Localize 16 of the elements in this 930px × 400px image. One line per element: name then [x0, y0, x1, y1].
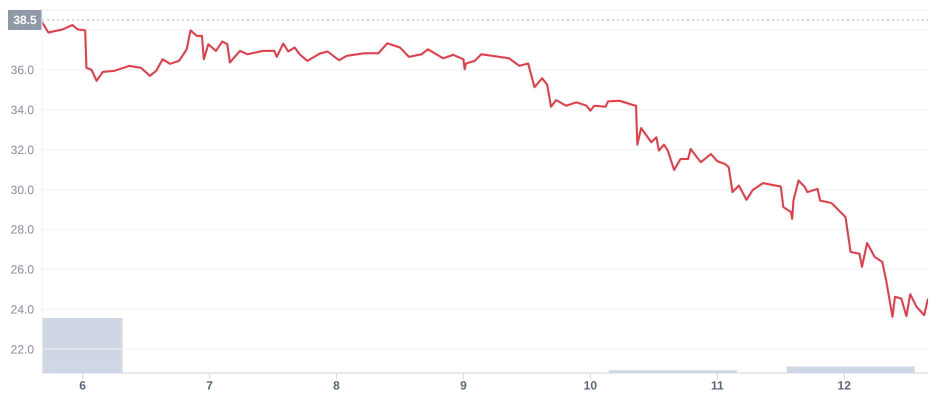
y-tick-label: 30.0 [10, 182, 34, 197]
x-tick-label: 11 [710, 378, 724, 393]
y-tick-label: 32.0 [10, 142, 34, 157]
x-tick-label: 9 [460, 378, 468, 393]
y-tick-label: 36.0 [10, 63, 34, 78]
y-tick-label: 24.0 [10, 302, 34, 316]
x-tick-label: 6 [79, 378, 86, 393]
y-tick-label: 26.0 [10, 262, 34, 277]
x-tick-label: 8 [333, 378, 340, 393]
y-tick-label: 28.0 [10, 222, 34, 237]
x-tick-label: 12 [838, 378, 852, 393]
y-tick-label: 22.0 [10, 342, 34, 356]
ref-line-label: 38.5 [13, 12, 37, 27]
y-tick-label: 34.0 [10, 102, 34, 117]
x-tick-label: 7 [206, 378, 214, 393]
x-tick-label: 10 [584, 378, 598, 393]
